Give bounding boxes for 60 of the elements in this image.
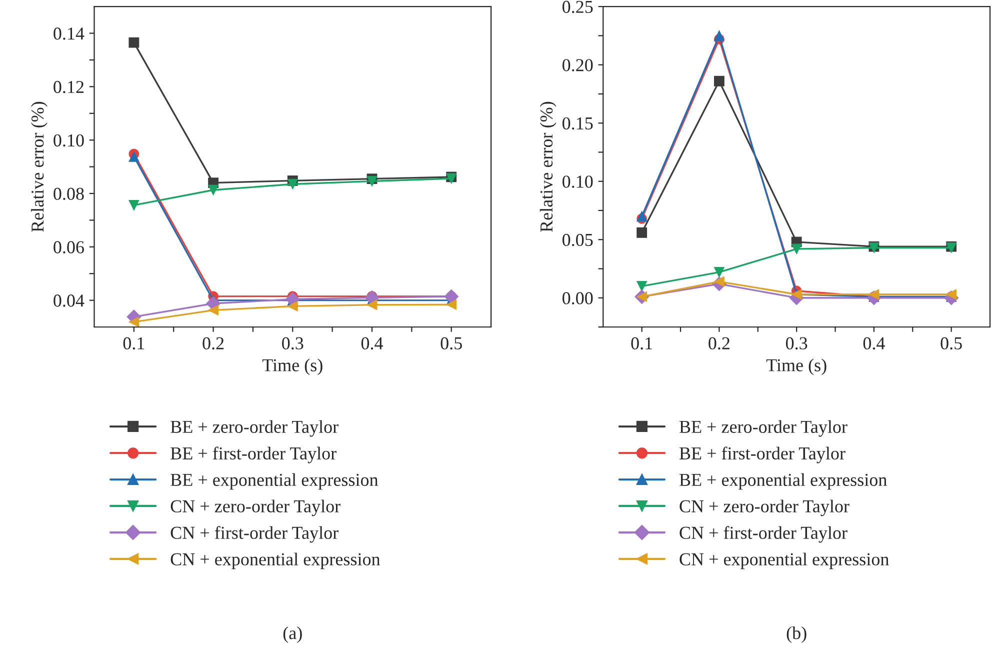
legend-label: CN + first-order Taylor [170, 526, 338, 543]
y-tick-label: 0.25 [562, 0, 593, 14]
y-axis-title: Relative error (%) [30, 102, 48, 232]
y-tick-label: 0.10 [54, 134, 84, 147]
legend-label: CN + first-order Taylor [680, 526, 848, 543]
y-tick-label: 0.14 [54, 28, 84, 40]
point [128, 37, 140, 48]
point [287, 178, 298, 190]
x-axis-title: Time (s) [262, 358, 322, 376]
y-tick-label: 0.06 [54, 241, 84, 254]
text: (b) [786, 626, 806, 643]
point [714, 30, 724, 41]
point [714, 267, 724, 278]
legend-label: CN + exponential expression [680, 552, 889, 570]
legend-label: CN + exponential expression [170, 552, 380, 570]
x-tick-label: 0.4 [361, 337, 384, 350]
point [636, 281, 648, 292]
y-tick-label: 0.20 [562, 59, 593, 72]
legend-label: BE + exponential expression [679, 473, 887, 490]
y-tick-label: 0.12 [54, 80, 84, 94]
x-tick-label: 0.4 [863, 337, 885, 350]
point [285, 292, 300, 306]
x-tick-label: 0.3 [786, 337, 808, 350]
legend-label: BE + first-order Taylor [679, 446, 846, 464]
legend-label: BE + exponential expression [170, 473, 378, 490]
x-tick-label: 0.1 [631, 337, 652, 350]
point [287, 300, 298, 312]
point [714, 76, 724, 86]
x-tick-label: 0.5 [940, 337, 962, 350]
point [636, 227, 648, 238]
text: (a) [283, 626, 302, 643]
x-tick-label: 0.1 [123, 337, 144, 350]
point [208, 184, 218, 196]
point [364, 290, 380, 305]
x-tick-label: 0.3 [282, 337, 304, 350]
x-tick-label: 0.2 [202, 337, 224, 350]
legend-label: CN + zero-order Taylor [170, 500, 340, 516]
y-tick-label: 0.00 [562, 292, 593, 304]
y-tick-label: 0.05 [562, 234, 593, 246]
point [128, 200, 140, 210]
point [208, 304, 218, 316]
y-tick-label: 0.15 [562, 117, 593, 130]
y-tick-label: 0.04 [54, 294, 84, 307]
point [366, 300, 378, 310]
x-axis-title: Time (s) [766, 358, 826, 376]
legend-label: CN + zero-order Taylor [680, 500, 850, 516]
point [366, 176, 378, 186]
x-tick-label: 0.5 [440, 337, 462, 350]
point [128, 316, 140, 327]
y-tick-label: 0.10 [562, 176, 593, 188]
legend-label: BE + zero-order Taylor [679, 420, 848, 437]
point [791, 244, 802, 254]
x-tick-label: 0.2 [708, 337, 730, 350]
y-axis-title: Relative error (%) [540, 102, 556, 232]
y-tick-label: 0.08 [54, 188, 84, 200]
point [444, 289, 459, 304]
legend-label: BE + first-order Taylor [170, 446, 336, 464]
legend-label: BE + zero-order Taylor [170, 420, 338, 437]
point [128, 151, 140, 162]
point [446, 299, 457, 310]
